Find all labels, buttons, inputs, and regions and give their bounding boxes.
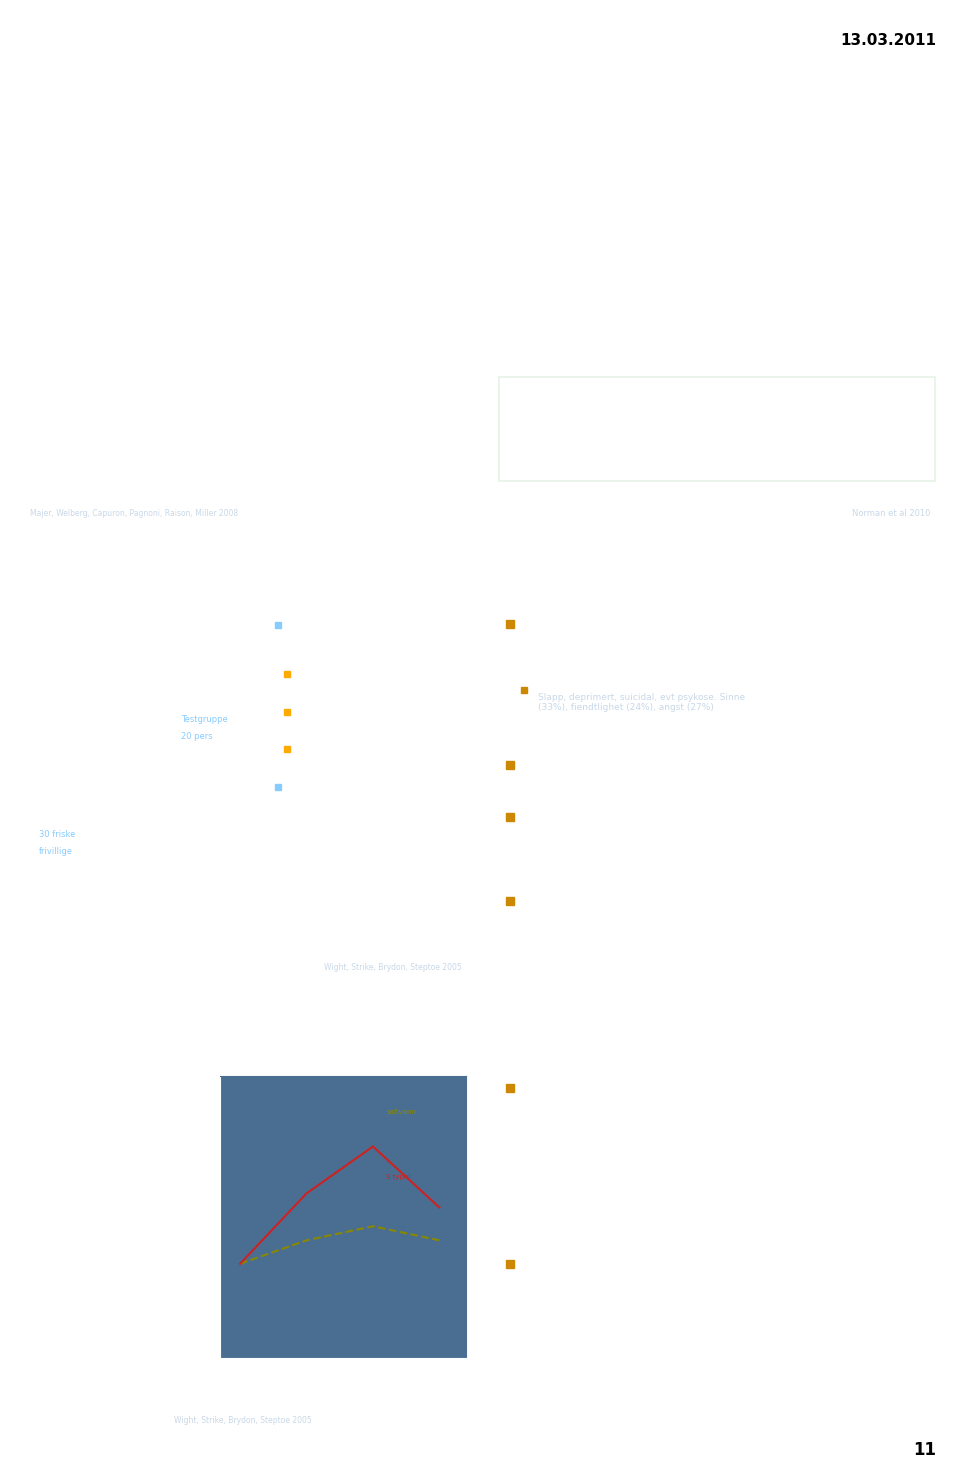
Text: S typhi → IL-6 og negative affekter: S typhi → IL-6 og negative affekter (25, 1357, 182, 1367)
Text: Nevropatisk smerte,: Nevropatisk smerte, (503, 337, 603, 346)
Text: Immunopsykiatri: Immunopsykiatri (604, 1031, 829, 1054)
saltvann (234, 1255, 246, 1272)
Text: Start: Start (272, 193, 294, 202)
S typhi (234, 1255, 246, 1272)
Text: 0,025 mg: 0,025 mg (107, 688, 150, 698)
X-axis label: Time After Injection: Time After Injection (309, 1382, 377, 1388)
Text: A. Ingen behandling: A. Ingen behandling (88, 171, 200, 181)
FancyBboxPatch shape (280, 584, 466, 888)
Text: MFI Total: MFI Total (30, 254, 76, 264)
Text: S typhi: S typhi (386, 1175, 411, 1180)
Line: saltvann: saltvann (240, 1226, 440, 1264)
Text: Immunforhold (pga vevsskade, smerte,
autoimmunitet, mikrobeprodukter etc) kan
gi: Immunforhold (pga vevsskade, smerte, aut… (531, 1093, 771, 1127)
Text: Salmonella typhi: Salmonella typhi (49, 1022, 193, 1037)
S typhi (434, 1198, 445, 1216)
Text: (cancer): Anhedoni, konfusjon,
somnolens, ↓apetitt,: (cancer): Anhedoni, konfusjon, somnolens… (549, 820, 724, 842)
Text: Depresjon hos bl.a. smertepasienter ikke
“bare psykisk” men reelle fysiologiske
: Depresjon hos bl.a. smertepasienter ikke… (531, 1269, 760, 1302)
Text: og affekter: og affekter (241, 1022, 342, 1037)
Text: TNFα: TNFα (299, 744, 324, 753)
Text: 12 uker senere: 12 uker senere (142, 193, 210, 202)
Text: 4.7 (5.5): 4.7 (5.5) (260, 228, 305, 237)
Text: Ischiasnerveskade: Ischiasnerveskade (517, 215, 608, 225)
Text: ■ Ingen endring TNF
   og IL-1: ■ Ingen endring TNF og IL-1 (44, 1195, 139, 1215)
Text: Wight, Strike, Brydon, Steptoe 2005: Wight, Strike, Brydon, Steptoe 2005 (324, 964, 462, 973)
Text: 4.0 (5.1): 4.0 (5.1) (66, 228, 110, 237)
FancyBboxPatch shape (25, 304, 462, 473)
Text: Nevropatisk smerte,: Nevropatisk smerte, (760, 337, 860, 346)
Text: 12.8 (10.0)a,*: 12.8 (10.0)a,* (342, 228, 414, 237)
Text: IL-1: IL-1 (299, 706, 317, 716)
Text: Utdrag:: Utdrag: (30, 168, 69, 176)
Text: ■ S typhi gruppa: ■ S typhi gruppa (25, 1084, 104, 1094)
saltvann (300, 1231, 312, 1249)
Text: ■ Saltvann:: ■ Saltvann: (25, 1269, 80, 1278)
Text: IL2: IL2 (531, 905, 550, 915)
Text: Tolkning:: Tolkning: (25, 1336, 72, 1345)
Text: Majer, Welberg, Capuron, Pagnoni, Raison, Miller 2008: Majer, Welberg, Capuron, Pagnoni, Raison… (30, 509, 238, 518)
Text: 37.7 (16.0): 37.7 (16.0) (147, 254, 204, 264)
Text: 11: 11 (913, 1441, 936, 1459)
Text: S typhi im: S typhi im (107, 704, 153, 713)
S typhi (367, 1137, 378, 1155)
Text: MADRS: MADRS (30, 228, 68, 237)
Text: TNFα: TNFα (531, 768, 564, 779)
Text: IFNα: IFNα (531, 629, 560, 638)
S typhi (300, 1185, 312, 1203)
Text: ■ Signif. økning IL-6
   (p= .004): ■ Signif. økning IL-6 (p= .004) (44, 1121, 136, 1140)
Text: Målinger:: Målinger: (290, 596, 349, 608)
Text: IL6 → depressive tanker?: IL6 → depressive tanker? (25, 1379, 138, 1388)
Text: (cancer): Anorexi og tretthet: (cancer): Anorexi og tretthet (555, 768, 718, 779)
Text: IFNα tilført gir signifikant økning i depressive symptomer (MADRS) og tretthet (: IFNα tilført gir signifikant økning i de… (39, 334, 421, 343)
Text: (Depresjon hemmes hvis cytokiner hemmes): (Depresjon hemmes hvis cytokiner hemmes) (513, 417, 716, 426)
Text: Serum start og etter 3 timer: Serum start og etter 3 timer (290, 620, 428, 629)
Text: Saltvann im: Saltvann im (95, 813, 149, 822)
Text: og affekter: og affekter (241, 578, 351, 596)
Text: .: . (454, 171, 457, 181)
Text: Norman et al 2010: Norman et al 2010 (852, 509, 930, 518)
Text: Tolkning: Immunaktivitet / cytokiner ved smertetilstand gir depresjon.: Tolkning: Immunaktivitet / cytokiner ved… (513, 390, 830, 399)
Text: (cancer): Konfusjon / delir, depresjon,
psykose: (cancer): Konfusjon / delir, depresjon, … (549, 905, 762, 927)
Text: 13.03.2011: 13.03.2011 (840, 33, 936, 47)
Text: Tolkning:: Tolkning: (39, 314, 90, 325)
Text: Testgruppe: Testgruppe (180, 715, 228, 724)
Text: Cytokinmålinger før
og etter injeksjon:: Cytokinmålinger før og etter injeksjon: (25, 1046, 135, 1069)
Text: B. IFNα: B. IFNα (316, 171, 356, 181)
Text: Wight, Strike, Brydon, Steptoe 2005: Wight, Strike, Brydon, Steptoe 2005 (175, 1416, 312, 1425)
FancyBboxPatch shape (498, 377, 935, 480)
Text: Depresjon som
immunologisk reaksjon.: Depresjon som immunologisk reaksjon. (531, 1185, 663, 1206)
Text: 3.2 (3.7): 3.2 (3.7) (154, 228, 199, 237)
Text: POMS (profile of mood states, 34 items): POMS (profile of mood states, 34 items) (290, 782, 485, 792)
Text: Depresjonsatferd: Depresjonsatferd (503, 356, 588, 365)
Text: Depresjonsatferd: Depresjonsatferd (760, 356, 845, 365)
Text: α: α (30, 188, 36, 199)
Text: Anti-IL1 (hemme cytokin): Anti-IL1 (hemme cytokin) (708, 240, 823, 249)
Line: S typhi: S typhi (240, 1146, 440, 1264)
Text: Slapp, deprimert, suicidal, evt psykose. Sinne
(33%), fiendtlighet (24%), angst : Slapp, deprimert, suicidal, evt psykose.… (539, 693, 745, 712)
Text: Start: Start (77, 193, 99, 202)
Text: ■ Ingen endring: ■ Ingen endring (44, 1305, 119, 1314)
Text: IL1: IL1 (531, 820, 550, 830)
Text: 20 pers: 20 pers (180, 733, 212, 742)
Text: POMS (humor / affekter):: POMS (humor / affekter): (225, 1046, 364, 1056)
saltvann (434, 1231, 445, 1249)
Text: 30 friske: 30 friske (39, 829, 76, 838)
Text: Smerte og depresjon: Smerte og depresjon (601, 126, 832, 145)
Text: 59.8 (21.3)a,*: 59.8 (21.3)a,* (342, 254, 414, 264)
Text: 42.8 (15.3): 42.8 (15.3) (60, 254, 117, 264)
Text: frivillige: frivillige (39, 847, 73, 856)
Text: saltvann: saltvann (386, 1109, 417, 1115)
Text: (HCV), IFNβ (MS) og IFNγ
(kaposisarkom):: (HCV), IFNβ (MS) og IFNγ (kaposisarkom): (555, 629, 698, 650)
Text: IFNα til mennesker med HCV: IFNα til mennesker med HCV (98, 126, 389, 144)
Text: ↓↓: ↓↓ (737, 356, 754, 365)
Text: 40.5 (14.7): 40.5 (14.7) (254, 254, 312, 264)
Text: ↓↓: ↓↓ (737, 337, 754, 346)
Text: Salmonella typhi: Salmonella typhi (49, 578, 206, 596)
saltvann (367, 1218, 378, 1235)
Text: IL-6: IL-6 (299, 669, 317, 679)
Text: 12 ukers behandl: 12 ukers behandl (339, 193, 417, 202)
Text: IFNα → depressive symptomer: IFNα → depressive symptomer (39, 368, 177, 378)
Text: Cytokinstimulering direkte: Cytokinstimulering direkte (581, 578, 852, 596)
